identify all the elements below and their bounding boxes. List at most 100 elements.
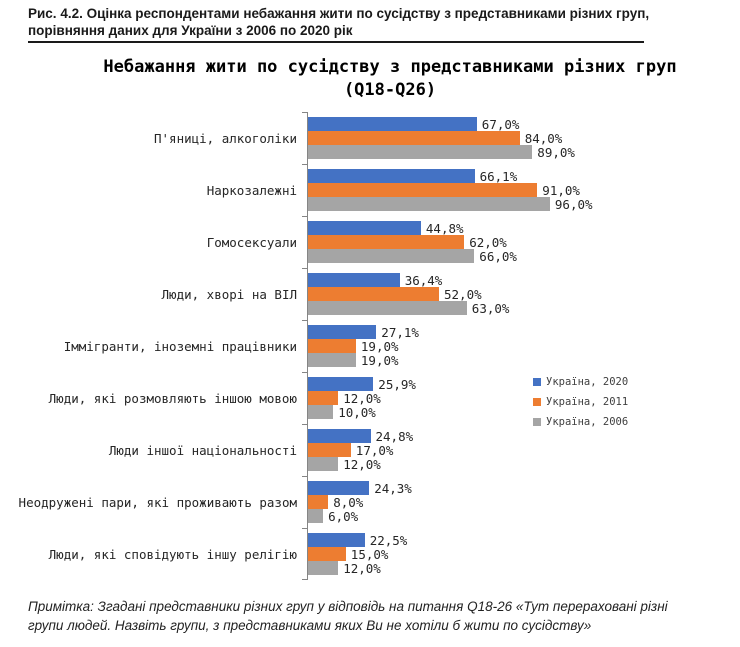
- legend-label-2020: Україна, 2020: [546, 376, 629, 388]
- bar-2020: [308, 169, 475, 183]
- bar-line: 17,0%: [308, 442, 740, 458]
- legend-label-2011: Україна, 2011: [546, 396, 629, 408]
- figure-footnote-line-2: групи людей. Назвіть групи, з представни…: [28, 618, 592, 633]
- category-label: Люди, хворі на ВІЛ: [161, 286, 297, 302]
- value-label: 12,0%: [343, 560, 381, 576]
- category-label: П'яниці, алкоголіки: [154, 130, 297, 146]
- bar-2011: [308, 339, 356, 353]
- bar-line: 12,0%: [308, 560, 740, 576]
- category-bars-group: 66,1% 91,0% 96,0%: [302, 164, 740, 216]
- legend-item-2006: Україна, 2006: [533, 412, 628, 432]
- bar-line: 12,0%: [308, 390, 740, 406]
- bar-2006: [308, 405, 334, 419]
- category-bars-group: 24,3% 8,0% 6,0%: [302, 476, 740, 528]
- value-label: 27,1%: [381, 324, 419, 340]
- chart-row: П'яниці, алкоголіки 67,0% 84,0% 89,0%: [0, 112, 740, 164]
- bar-2011: [308, 391, 339, 405]
- bar-line: 22,5%: [308, 532, 740, 548]
- value-label: 19,0%: [360, 352, 399, 368]
- bar-2011: [308, 235, 465, 249]
- bar-line: 19,0%: [308, 338, 740, 354]
- value-label: 17,0%: [355, 442, 394, 458]
- category-label: Гомосексуали: [206, 234, 297, 250]
- legend-swatch-2011: [533, 398, 541, 406]
- value-label: 6,0%: [328, 508, 359, 524]
- value-label: 89,0%: [537, 144, 575, 160]
- bar-2006: [308, 301, 467, 315]
- category-bars-group: 22,5% 15,0% 12,0%: [302, 528, 740, 580]
- caption-divider-line: [28, 41, 644, 43]
- value-label: 96,0%: [554, 196, 593, 212]
- bar-line: 62,0%: [308, 234, 740, 250]
- value-label: 19,0%: [360, 338, 399, 354]
- legend-label-2006: Україна, 2006: [546, 416, 629, 428]
- bar-2006: [308, 561, 339, 575]
- legend-item-2020: Україна, 2020: [533, 372, 628, 392]
- value-label: 36,4%: [404, 272, 443, 288]
- bar-2011: [308, 183, 538, 197]
- bar-line: 27,1%: [308, 324, 740, 340]
- value-label: 63,0%: [471, 300, 510, 316]
- bar-line: 63,0%: [308, 300, 740, 316]
- value-label: 62,0%: [469, 234, 507, 250]
- chart-title-line-2: (Q18-Q26): [343, 80, 437, 100]
- value-label: 15,0%: [350, 546, 389, 562]
- legend-item-2011: Україна, 2011: [533, 392, 628, 412]
- chart-row: Гомосексуали 44,8% 62,0% 66,0%: [0, 216, 740, 268]
- value-label: 12,0%: [343, 390, 381, 406]
- bar-2020: [308, 117, 477, 131]
- bar-2006: [308, 197, 550, 211]
- chart-row: Люди, які розмовляють іншою мовою 25,9% 12…: [0, 372, 740, 424]
- value-label: 52,0%: [444, 286, 482, 302]
- bar-2006: [308, 249, 475, 263]
- bar-2011: [308, 495, 329, 509]
- category-label: Люди, які сповідують іншу релігію: [48, 546, 297, 562]
- bar-2020: [308, 325, 377, 339]
- bar-2011: [308, 131, 520, 145]
- chart-row: Люди, які сповідують іншу релігію 22,5% 15…: [0, 528, 740, 580]
- legend-swatch-2020: [533, 378, 541, 386]
- figure-caption-line-2: порівняння даних для України з 2006 по 2…: [28, 23, 353, 38]
- bar-line: 91,0%: [308, 182, 740, 198]
- bar-2011: [308, 547, 346, 561]
- value-label: 22,5%: [369, 532, 408, 548]
- bar-line: 36,4%: [308, 272, 740, 288]
- bar-line: 67,0%: [308, 116, 740, 132]
- chart-title-line-1: Небажання жити по сусідству з представни…: [103, 57, 677, 77]
- bar-line: 66,1%: [308, 168, 740, 184]
- bar-2020: [308, 221, 421, 235]
- legend-swatch-2006: [533, 418, 541, 426]
- figure-footnote-line-1: Примітка: Згадані представники різних гр…: [28, 599, 668, 614]
- chart-row: Наркозалежні 66,1% 91,0% 96,0%: [0, 164, 740, 216]
- bar-2006: [308, 509, 324, 523]
- bar-2006: [308, 145, 533, 159]
- category-bars-group: 44,8% 62,0% 66,0%: [302, 216, 740, 268]
- category-bars-group: 67,0% 84,0% 89,0%: [302, 112, 740, 164]
- chart-row: Іммігранти, іноземні працівники 27,1% 19,0…: [0, 320, 740, 372]
- category-bars-group: 25,9% 12,0% 10,0%: [302, 372, 740, 424]
- bar-line: 52,0%: [308, 286, 740, 302]
- value-label: 66,0%: [479, 248, 517, 264]
- category-label: Люди іншої національності: [108, 442, 297, 458]
- value-label: 66,1%: [479, 168, 518, 184]
- category-bars-group: 36,4% 52,0% 63,0%: [302, 268, 740, 320]
- bar-line: 24,3%: [308, 480, 740, 496]
- value-label: 24,3%: [374, 480, 412, 496]
- bar-line: 96,0%: [308, 196, 740, 212]
- bar-2006: [308, 457, 339, 471]
- bar-2006: [308, 353, 356, 367]
- bar-line: 6,0%: [308, 508, 740, 524]
- bar-2020: [308, 429, 371, 443]
- value-label: 84,0%: [524, 130, 563, 146]
- value-label: 91,0%: [542, 182, 580, 198]
- bar-2020: [308, 533, 365, 547]
- chart-row: Люди, хворі на ВІЛ 36,4% 52,0% 63,0%: [0, 268, 740, 320]
- bar-line: 84,0%: [308, 130, 740, 146]
- value-label: 44,8%: [425, 220, 464, 236]
- bar-line: 66,0%: [308, 248, 740, 264]
- bar-line: 89,0%: [308, 144, 740, 160]
- bar-line: 10,0%: [308, 405, 740, 420]
- value-label: 67,0%: [481, 116, 520, 132]
- bar-line: 25,9%: [308, 377, 740, 392]
